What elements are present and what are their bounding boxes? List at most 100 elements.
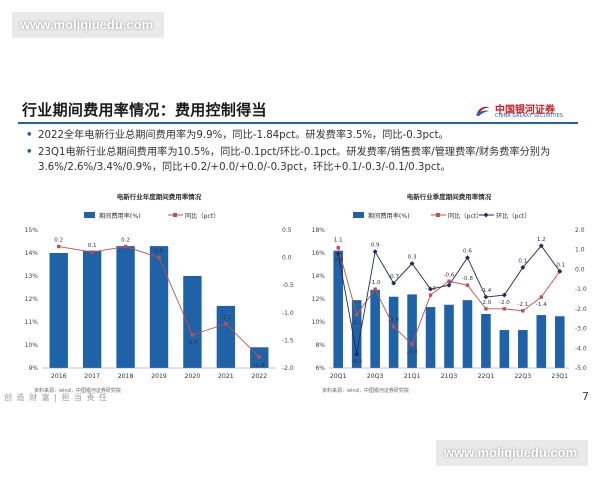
y-right-tick-label: 0.0 (282, 255, 292, 262)
y-left-tick-label: 12% (312, 296, 326, 303)
legend-marker (173, 213, 177, 217)
y-right-tick-label: 0.0 (575, 266, 585, 273)
data-label: -1.4 (480, 288, 491, 294)
data-label: -2.1 (517, 302, 528, 308)
bullet-text: 23Q1电新行业总期间费用率为10.5%，同比-0.1pct/环比-0.1pct… (38, 147, 551, 173)
legend-label: 同比（pct） (448, 212, 483, 220)
data-label: -2.9 (388, 318, 399, 324)
chart-source-right: 资料来源：wind，中国银河证券研究院 (322, 388, 409, 394)
y-left-tick-label: 15% (25, 227, 39, 234)
data-point (538, 243, 544, 249)
title-divider (18, 122, 578, 124)
bar (149, 246, 169, 368)
data-point (428, 293, 433, 297)
logo-text-en: CHINA GALAXY SECURITIES (495, 114, 563, 119)
data-point (520, 265, 526, 270)
y-right-tick-label: -2.0 (282, 365, 294, 372)
bar (49, 253, 68, 368)
data-label: 0.3 (408, 255, 417, 261)
legend-label: 期间费用率(%) (368, 212, 410, 220)
chart-source-left: 资料来源：wind，中国银河证券研究院 (34, 388, 121, 394)
y-left-tick-label: 9% (28, 365, 38, 372)
data-point (123, 244, 128, 249)
data-point (465, 255, 470, 260)
bar (388, 296, 399, 368)
y-left-tick-label: 13% (25, 273, 39, 280)
data-point (483, 294, 489, 300)
x-tick-label: 2016 (51, 373, 67, 380)
data-point (446, 282, 452, 288)
x-tick-label: 2017 (84, 373, 100, 380)
x-tick-label: 2019 (151, 373, 167, 380)
logo-text-cn: 中国银河证券 (495, 105, 555, 116)
bullet-dot: • (26, 147, 33, 158)
legend-swatch-bar (84, 212, 95, 218)
x-tick-label: 22Q3 (515, 373, 532, 380)
y-right-tick-label: -1.0 (282, 310, 294, 317)
data-point (224, 322, 228, 326)
legend-marker (483, 212, 489, 218)
x-tick-label: 20Q3 (367, 373, 384, 380)
data-label: -4.3 (351, 359, 362, 365)
bar (462, 300, 473, 368)
bar (333, 250, 344, 368)
y-right-tick-label: 0.5 (282, 227, 292, 234)
y-right-tick-label: -5.0 (575, 365, 587, 372)
y-left-tick-label: 8% (315, 342, 325, 349)
y-right-tick-label: -3.0 (575, 326, 587, 333)
data-point (521, 309, 525, 313)
data-point (257, 355, 261, 359)
y-right-tick-label: -2.0 (575, 306, 587, 313)
y-left-tick-label: 12% (25, 296, 39, 303)
bullet-item: • 23Q1电新行业总期间费用率为10.5%，同比-0.1pct/环比-0.1pc… (26, 145, 586, 175)
bar (536, 315, 547, 368)
legend-label: 期间费用率(%) (99, 212, 141, 220)
page-number: 7 (582, 390, 589, 403)
data-label: 0.0 (155, 249, 164, 255)
data-point (190, 333, 195, 337)
data-label: 0.6 (463, 249, 472, 255)
data-label: -2.0 (480, 300, 491, 306)
bar (82, 250, 102, 368)
y-right-tick-label: -4.0 (575, 345, 587, 352)
data-point (428, 286, 433, 292)
legend-label: 同比（pct） (185, 212, 220, 220)
data-point (354, 351, 360, 357)
data-label: -2.0 (499, 300, 510, 306)
data-label: -1.2 (220, 315, 231, 321)
y-left-tick-label: 18% (312, 227, 326, 234)
x-tick-label: 21Q3 (441, 373, 458, 380)
data-label: -0.7 (388, 274, 399, 280)
bar (554, 316, 565, 368)
bar (407, 294, 417, 368)
data-point (409, 261, 415, 266)
data-point (447, 279, 451, 283)
legend-label: 环比（pct） (496, 212, 531, 220)
data-point (336, 246, 340, 250)
data-label: -0.8 (462, 276, 473, 282)
y-right-tick-label: -1.5 (282, 337, 294, 344)
y-right-tick-label: 2.0 (575, 227, 585, 234)
data-point (391, 324, 396, 329)
bar (518, 330, 528, 368)
data-point (502, 307, 507, 311)
bar (116, 246, 135, 368)
data-label: -0.1 (554, 262, 565, 268)
data-label: -1.4 (187, 340, 198, 346)
x-tick-label: 23Q1 (551, 373, 568, 380)
x-tick-label: 2020 (185, 373, 201, 380)
data-label: -0.6 (444, 272, 455, 278)
y-left-tick-label: 14% (312, 273, 326, 280)
data-point (57, 244, 61, 249)
bar (351, 300, 362, 368)
bar (499, 330, 510, 368)
data-label: -1.4 (536, 302, 547, 308)
bar (425, 307, 436, 368)
y-right-tick-label: -0.5 (282, 282, 294, 289)
data-point (90, 250, 94, 254)
x-tick-label: 2018 (118, 373, 134, 380)
bar (370, 289, 380, 368)
data-label: -3.8 (407, 349, 418, 355)
y-left-tick-label: 11% (25, 319, 39, 326)
